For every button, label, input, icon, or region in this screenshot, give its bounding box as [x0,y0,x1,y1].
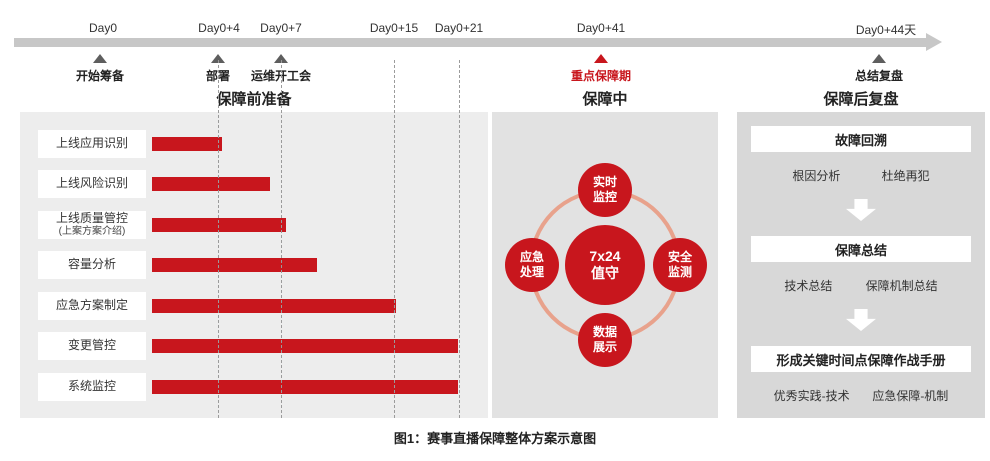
during-ops-panel: 实时 监控 应急 处理 安全 监测 数据 展示 7x24 值守 [492,112,718,418]
review-step-item: 根因分析 [792,169,841,183]
gantt-bar [152,136,222,151]
ops-node-line: 监测 [667,265,692,279]
timeline-arrow-head-icon [926,33,942,51]
down-arrow-icon [846,309,876,331]
ops-node-line: 值守 [591,265,619,281]
gantt-dashed-guideline [218,60,219,418]
ops-node-line: 应急 [519,250,544,264]
ops-node-line: 监控 [592,190,617,204]
gantt-row: 容量分析 [20,250,488,280]
gantt-task-subtitle: (上案方案介绍) [58,225,126,237]
ops-node-line: 数据 [592,325,617,339]
milestone-label: 总结复盘 [854,69,904,83]
prep-gantt-panel: 上线应用识别 上线风险识别 上线质量管控 (上案方案介绍) 容量分析 应急方案制定… [20,112,488,418]
gantt-bar [152,217,286,232]
ops-node-data-display: 数据 展示 [578,313,632,367]
gantt-task-title: 变更管控 [67,338,116,353]
gantt-task-label: 上线质量管控 (上案方案介绍) [38,210,146,239]
gantt-task-label: 上线应用识别 [38,129,146,158]
gantt-row: 变更管控 [20,331,488,361]
review-step-item: 杜绝再犯 [881,169,930,183]
review-step-items: 根因分析 杜绝再犯 [751,167,971,184]
gantt-task-title: 上线应用识别 [55,135,128,150]
after-review-panel: 故障回溯 根因分析 杜绝再犯 保障总结 技术总结 保障机制总结 形成关键时间点保… [737,112,985,418]
timeline-arrow-bar [14,38,926,47]
gantt-task-label: 系统监控 [38,372,146,401]
ops-node-line: 展示 [592,340,617,354]
gantt-task-label: 应急方案制定 [38,291,146,320]
milestone-label-highlight: 重点保障期 [570,69,632,83]
timeline-day-label: Day0+15 [369,21,419,35]
gantt-task-title: 上线质量管控 [55,210,128,225]
milestone-label: 开始筹备 [75,69,125,83]
gantt-task-title: 容量分析 [67,257,116,272]
gantt-task-label: 变更管控 [38,332,146,360]
review-step-title: 故障回溯 [751,126,971,152]
gantt-bar [152,339,458,353]
gantt-row: 上线风险识别 [20,169,488,199]
milestone-marker-icon [93,54,107,63]
gantt-bar [152,298,396,313]
phase-header-prep: 保障前准备 [216,91,292,108]
gantt-task-title: 应急方案制定 [55,297,128,312]
ops-node-line: 安全 [667,250,692,264]
gantt-dashed-guideline [394,60,395,418]
gantt-bar [152,258,317,272]
review-step-item: 优秀实践-技术 [773,389,850,403]
gantt-bar [152,177,270,191]
review-step-items: 技术总结 保障机制总结 [751,277,971,294]
phase-header-after: 保障后复盘 [823,91,899,108]
ops-node-line: 处理 [519,265,544,279]
gantt-row: 上线质量管控 (上案方案介绍) [20,210,488,240]
review-step-item: 技术总结 [784,279,833,293]
figure-caption: 图1：赛事直播保障整体方案示意图 [393,431,597,446]
timeline-day-label: Day0+21 [434,21,484,35]
timeline-day-label: Day0+44天 [855,23,917,37]
timeline-day-label: Day0 [88,21,118,35]
milestone-marker-icon [274,54,288,63]
gantt-task-label: 上线风险识别 [38,170,146,198]
gantt-task-title: 上线风险识别 [55,176,128,191]
ops-node-line: 7x24 [589,247,621,264]
ops-node-center-duty: 7x24 值守 [565,225,645,305]
phase-header-during: 保障中 [582,91,628,108]
timeline-day-label: Day0+4 [198,21,240,35]
review-step-items: 优秀实践-技术 应急保障-机制 [751,387,971,404]
gantt-row: 上线应用识别 [20,129,488,159]
ops-node-emergency-handling: 应急 处理 [505,238,559,292]
gantt-dashed-guideline [459,60,460,418]
timeline-day-label: Day0+41 [576,21,626,35]
milestone-marker-icon [872,54,886,63]
review-step-title: 形成关键时间点保障作战手册 [751,346,971,372]
gantt-task-title: 系统监控 [67,378,116,393]
gantt-dashed-guideline [281,60,282,418]
timeline-day-label: Day0+7 [260,21,302,35]
review-step-item: 应急保障-机制 [872,389,949,403]
review-step-item: 保障机制总结 [865,279,938,293]
ops-node-line: 实时 [592,175,617,189]
gantt-row: 应急方案制定 [20,291,488,321]
review-step-title: 保障总结 [751,236,971,262]
milestone-marker-icon [211,54,225,63]
down-arrow-icon [846,199,876,221]
gantt-row: 系统监控 [20,372,488,402]
gantt-task-label: 容量分析 [38,251,146,279]
gantt-bar [152,379,458,394]
ops-node-realtime-monitoring: 实时 监控 [578,163,632,217]
milestone-marker-red-icon [594,54,608,63]
ops-node-security-monitoring: 安全 监测 [653,238,707,292]
